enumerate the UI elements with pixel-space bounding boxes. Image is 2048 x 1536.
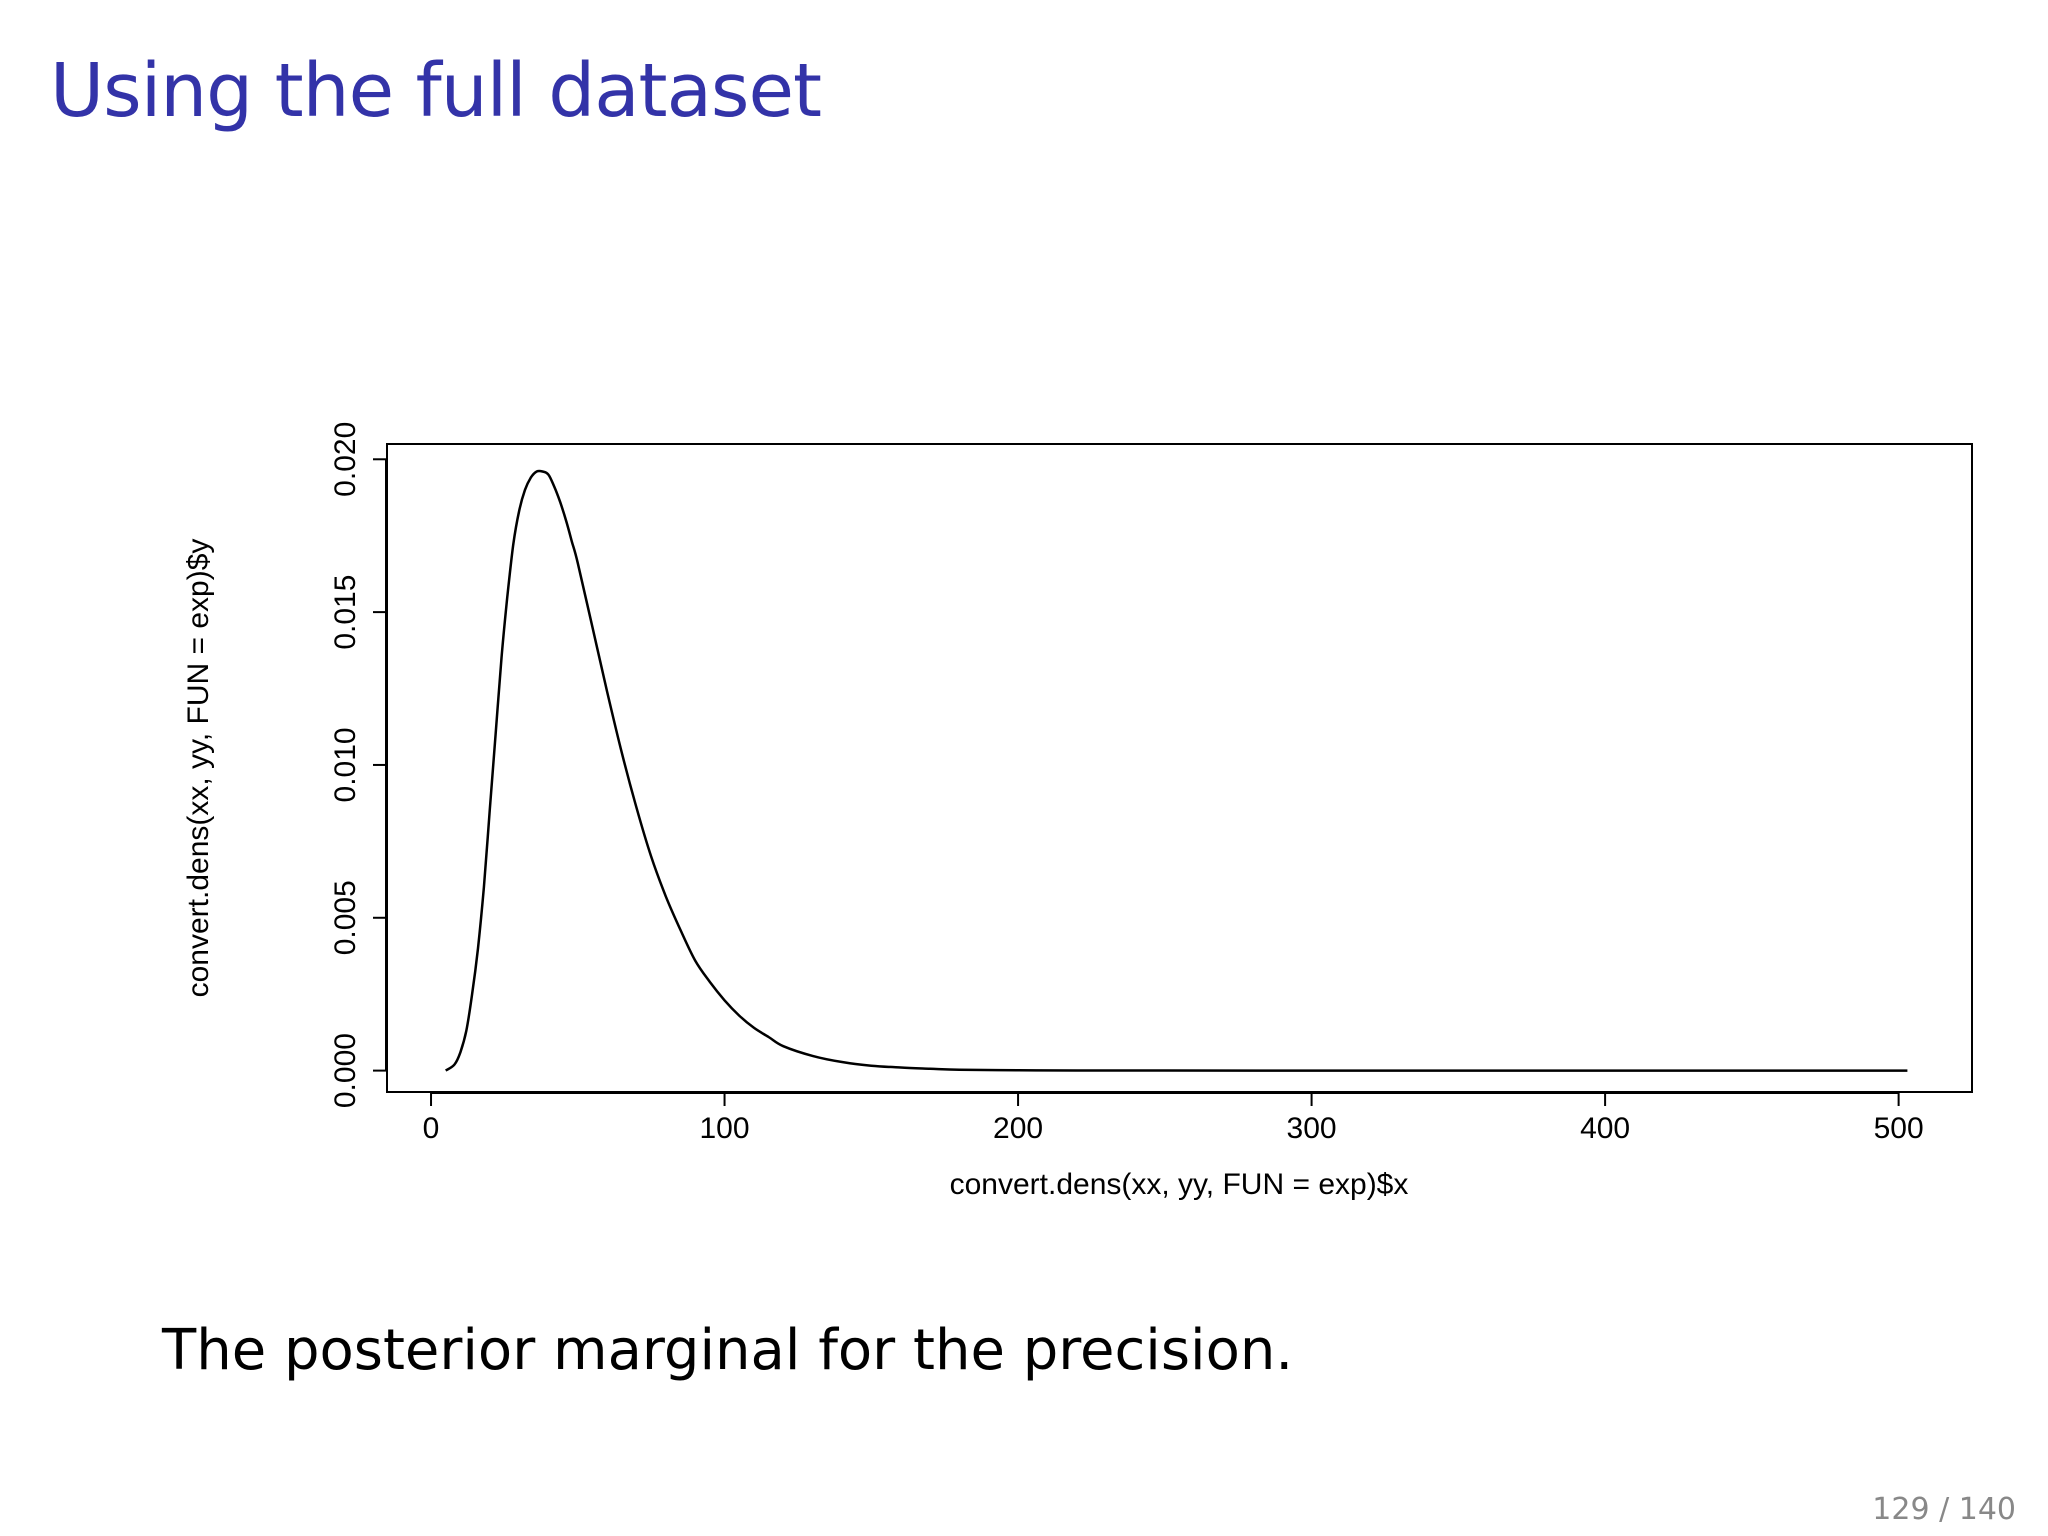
- x-axis: 0 100 200 300 400 500: [423, 1092, 1924, 1145]
- density-line: [445, 469, 1908, 1072]
- page-number: 129 / 140: [1872, 1492, 2016, 1527]
- y-axis-title: convert.dens(xx, yy, FUN = exp)$y: [182, 539, 215, 998]
- y-axis: 0.000 0.005 0.010 0.015 0.020: [329, 422, 387, 1108]
- y-tick-label: 0.000: [329, 1033, 362, 1108]
- x-tick-label: 200: [993, 1112, 1043, 1145]
- slide-caption: The posterior marginal for the precision…: [162, 1318, 1294, 1383]
- slide-title: Using the full dataset: [50, 48, 822, 134]
- x-tick-label: 400: [1580, 1112, 1630, 1145]
- y-tick-label: 0.005: [329, 880, 362, 955]
- y-tick-label: 0.010: [329, 727, 362, 802]
- x-tick-label: 500: [1874, 1112, 1924, 1145]
- x-tick-label: 100: [700, 1112, 750, 1145]
- x-tick-label: 0: [423, 1112, 440, 1145]
- y-tick-label: 0.015: [329, 575, 362, 650]
- y-tick-label: 0.020: [329, 422, 362, 497]
- x-axis-title: convert.dens(xx, yy, FUN = exp)$x: [950, 1168, 1409, 1201]
- x-tick-label: 300: [1287, 1112, 1337, 1145]
